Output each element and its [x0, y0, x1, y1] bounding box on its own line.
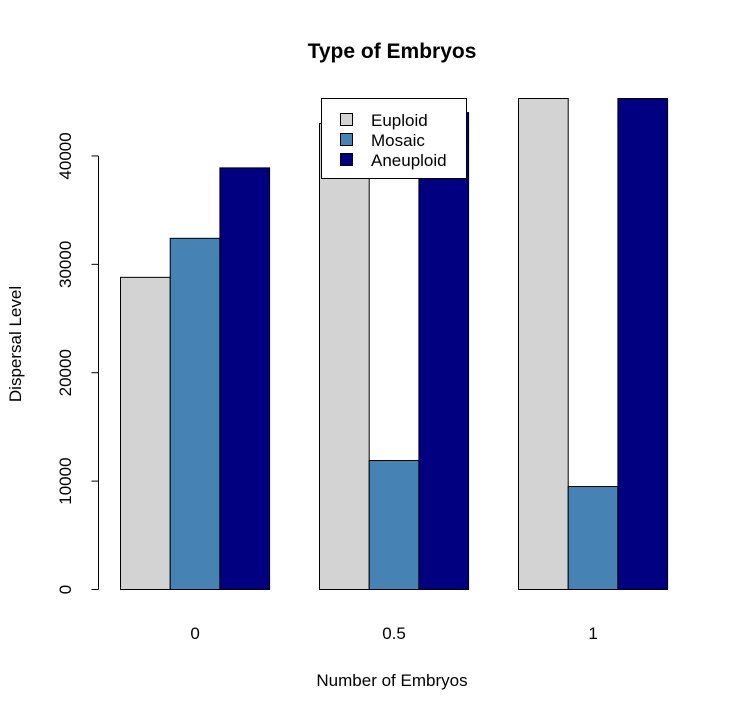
x-tick-label-1: 1 — [588, 624, 597, 643]
y-tick-label-0: 0 — [56, 585, 75, 594]
bar-aneuploid-1 — [617, 98, 669, 590]
bar-euploid-0.5 — [319, 122, 370, 591]
bar-mosaic-0.5 — [368, 460, 420, 590]
x-tick-label-0.5: 0.5 — [382, 624, 406, 643]
bars-group — [120, 98, 669, 591]
bar-euploid-1 — [518, 98, 569, 590]
legend-swatch-aneuploid — [340, 153, 353, 166]
y-axis: 0 10000 20000 30000 40000 — [56, 132, 99, 594]
chart-title: Type of Embryos — [308, 40, 477, 63]
bar-mosaic-0 — [169, 237, 221, 590]
legend-swatch-mosaic — [340, 133, 353, 146]
legend-label-aneuploid: Aneuploid — [371, 151, 447, 170]
y-tick-label-20000: 20000 — [56, 349, 75, 396]
y-tick-label-40000: 40000 — [56, 132, 75, 179]
y-tick-label-30000: 30000 — [56, 241, 75, 288]
x-axis-label: Number of Embryos — [316, 671, 467, 690]
y-tick-label-10000: 10000 — [56, 457, 75, 504]
bar-aneuploid-0.5 — [418, 112, 470, 590]
legend-swatch-euploid — [340, 113, 353, 126]
x-axis-tick-labels: 0 0.5 1 — [190, 624, 597, 643]
bar-mosaic-1 — [567, 486, 619, 590]
bar-aneuploid-0 — [219, 167, 271, 590]
legend-label-mosaic: Mosaic — [371, 131, 425, 150]
bar-euploid-0 — [120, 276, 171, 590]
x-tick-label-0: 0 — [190, 624, 199, 643]
y-axis-label: Dispersal Level — [6, 286, 25, 402]
legend-label-euploid: Euploid — [371, 111, 428, 130]
